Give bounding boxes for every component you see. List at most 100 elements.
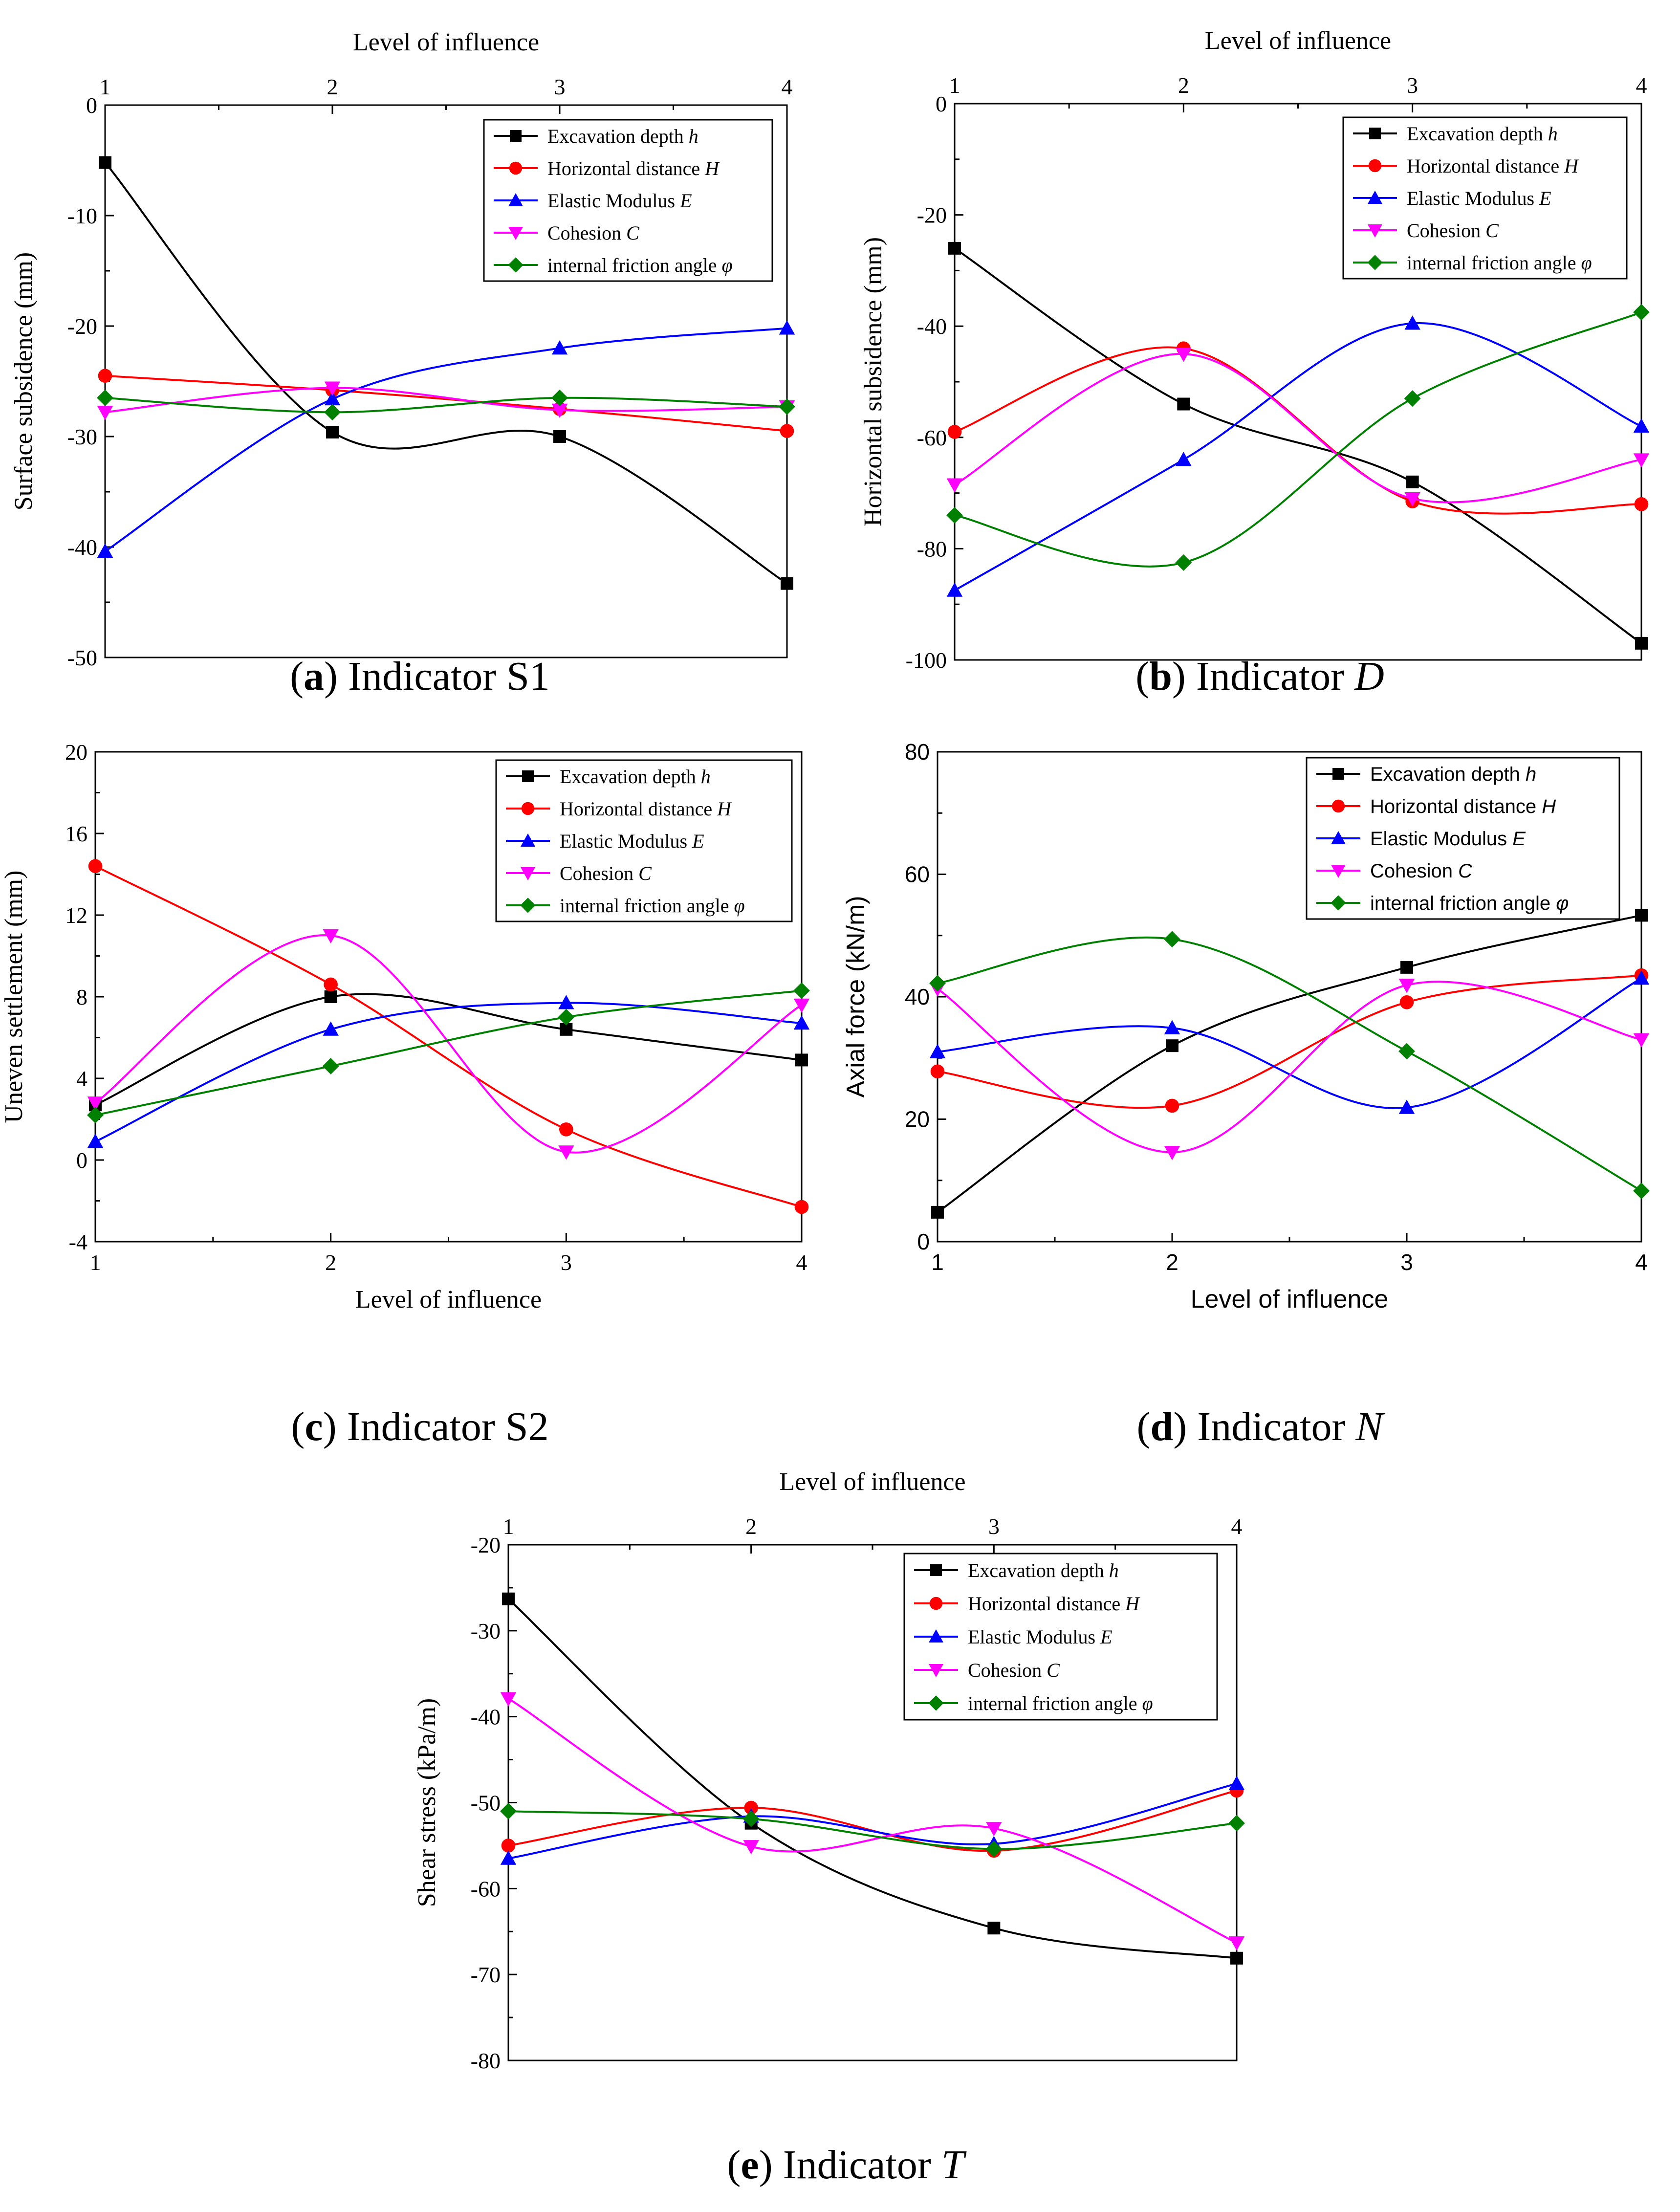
- series-line: [104, 162, 788, 585]
- data-point: [87, 1134, 104, 1148]
- data-point: [1398, 1043, 1415, 1060]
- x-tick-label: 1: [90, 1250, 101, 1275]
- series-3: [946, 348, 1650, 507]
- caption-e: (e) Indicator T: [727, 2142, 964, 2188]
- series-line: [954, 322, 1642, 591]
- legend-marker: [1369, 128, 1381, 139]
- data-point: [1164, 1020, 1180, 1034]
- data-point: [947, 425, 962, 439]
- series-line: [937, 936, 1642, 1192]
- y-tick-label: 40: [905, 984, 930, 1009]
- y-tick-label: -50: [67, 645, 97, 670]
- legend: Excavation depth h Horizontal distance H E…: [1306, 757, 1620, 920]
- data-point: [1404, 492, 1420, 507]
- legend-label: Excavation depth h: [1370, 764, 1536, 785]
- data-point: [743, 1840, 759, 1855]
- series-line: [95, 993, 802, 1106]
- legend-label: Cohesion C: [547, 222, 640, 244]
- legend-marker: [1331, 799, 1345, 813]
- data-point: [500, 1850, 517, 1865]
- data-point: [1175, 554, 1192, 571]
- x-tick-label: 3: [1407, 73, 1418, 98]
- x-tick-label: 1: [100, 74, 111, 99]
- caption-e-text: Indicator: [783, 2142, 941, 2188]
- legend-var: φ: [1581, 252, 1592, 274]
- series-4: [929, 931, 1650, 1199]
- caption-b: (b) Indicator D: [1135, 654, 1384, 699]
- data-point: [97, 406, 113, 420]
- caption-e-var: T: [941, 2142, 964, 2188]
- legend-label: Horizontal distance H: [1407, 155, 1579, 177]
- series-line: [104, 327, 787, 552]
- legend-label: Horizontal distance H: [1370, 796, 1556, 817]
- y-axis-title: Uneven settlement (mm): [0, 871, 28, 1123]
- y-axis-title: Shear stress (kPa/m): [413, 1698, 441, 1907]
- series-line: [507, 1698, 1237, 1944]
- legend-label: Elastic Modulus E: [560, 830, 704, 852]
- legend: Excavation depth h Horizontal distance H E…: [903, 1553, 1218, 1721]
- y-tick-label: 0: [76, 1148, 87, 1173]
- series-line: [937, 977, 1642, 1109]
- chart-e-svg: -80 -70 -60 -50 -40 -30 -201 2 3 4 Level of influe…: [413, 1468, 1245, 2073]
- data-point: [1633, 970, 1650, 985]
- caption-a-letter: a: [304, 654, 325, 699]
- legend-marker: [1368, 191, 1382, 204]
- series-3: [500, 1692, 1245, 1951]
- data-point: [779, 320, 795, 335]
- caption-c: (c) Indicator S2: [291, 1404, 549, 1449]
- data-point: [930, 1064, 945, 1079]
- data-point: [1164, 931, 1180, 948]
- legend-label: Horizontal distance H: [547, 157, 720, 179]
- x-tick-label: 1: [931, 1249, 944, 1275]
- data-point: [986, 1822, 1002, 1837]
- data-point: [322, 1058, 339, 1074]
- legend-var: h: [689, 125, 698, 147]
- x-tick-label: 2: [1166, 1249, 1178, 1275]
- data-point: [987, 1922, 1001, 1935]
- legend: Excavation depth h Horizontal distance H E…: [495, 759, 793, 922]
- legend-label: internal friction angle φ: [547, 254, 733, 276]
- y-tick-label: 8: [76, 985, 87, 1009]
- caption-b-var: D: [1354, 654, 1384, 699]
- y-tick-label: -70: [471, 1962, 501, 1987]
- legend-label: internal friction angle φ: [560, 895, 745, 917]
- y-tick-label: -20: [471, 1533, 501, 1557]
- y-tick-label: 20: [65, 740, 87, 765]
- y-axis-title: Axial force (kN/m): [842, 896, 870, 1097]
- data-point: [781, 577, 793, 590]
- x-tick-label: 4: [782, 74, 793, 99]
- data-point: [97, 390, 113, 406]
- legend-marker: [928, 1695, 944, 1711]
- legend-var: H: [717, 798, 732, 820]
- series-0: [502, 1592, 1243, 1965]
- data-point: [1177, 397, 1190, 411]
- data-point: [931, 1205, 944, 1219]
- data-point: [97, 543, 113, 558]
- series-4: [946, 304, 1650, 571]
- data-point: [98, 369, 112, 383]
- data-point: [1398, 979, 1415, 993]
- x-axis-title: Level of influence: [355, 1286, 542, 1314]
- y-tick-label: -40: [471, 1705, 501, 1730]
- y-tick-label: -30: [471, 1619, 501, 1643]
- chart-a-svg: -50 -40 -30 -20 -10 01 2 3 4 Level of influence Su…: [10, 28, 795, 670]
- y-tick-label: -100: [906, 648, 947, 673]
- legend-marker: [508, 193, 523, 206]
- caption-d-text: Indicator: [1197, 1404, 1356, 1449]
- x-axis-title: Level of influence: [1191, 1285, 1389, 1314]
- x-tick-label: 4: [1636, 73, 1647, 98]
- y-tick-label: 80: [905, 739, 930, 765]
- legend-label: Horizontal distance H: [968, 1593, 1140, 1615]
- legend-marker: [1331, 831, 1346, 844]
- series-line: [95, 989, 802, 1117]
- series-2: [87, 995, 810, 1148]
- legend: Excavation depth h Horizontal distance H E…: [483, 119, 773, 282]
- caption-d: (d) Indicator N: [1136, 1404, 1383, 1449]
- data-point: [1176, 452, 1192, 466]
- x-tick-label: 2: [745, 1514, 757, 1539]
- legend-var: h: [701, 766, 711, 788]
- caption-c-text: Indicator S2: [347, 1404, 549, 1449]
- legend-var: E: [1539, 187, 1551, 209]
- legend-marker: [508, 257, 524, 273]
